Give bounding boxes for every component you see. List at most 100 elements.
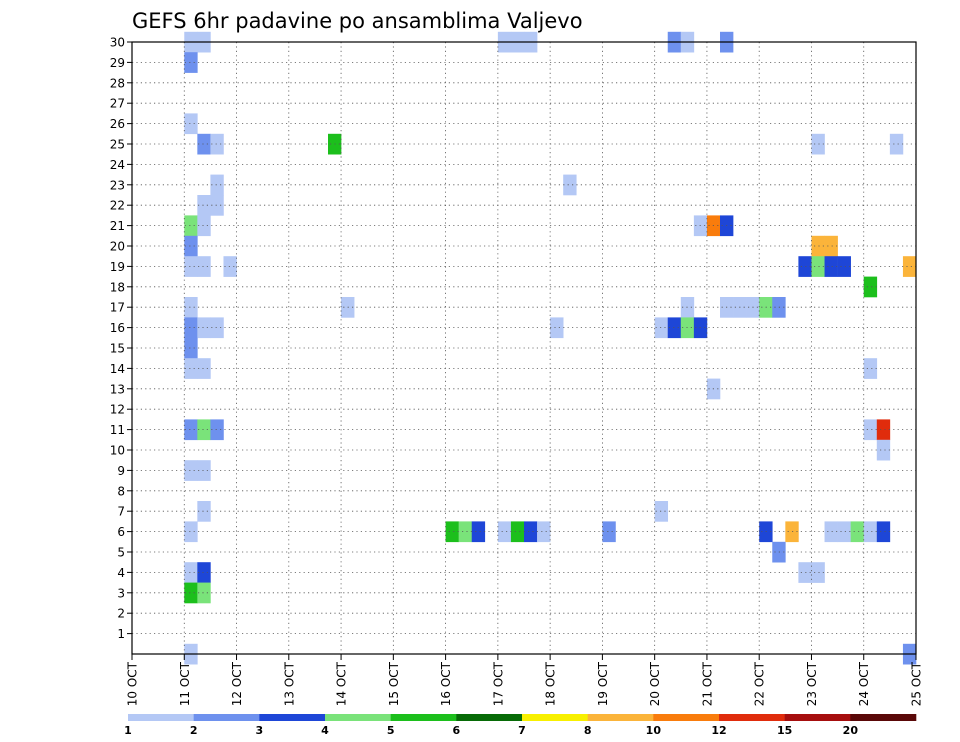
- precip-cell: [876, 521, 891, 543]
- colorbar-label: 8: [584, 724, 592, 737]
- x-tick-label: 16 OCT: [439, 661, 453, 706]
- y-tick-label: 11: [110, 423, 125, 437]
- colorbar-swatch: [325, 714, 391, 721]
- precip-cell: [197, 582, 211, 604]
- precip-cell: [563, 174, 577, 196]
- precip-cell: [876, 419, 891, 441]
- precip-cell: [876, 439, 891, 461]
- y-tick-label: 29: [110, 56, 125, 70]
- precip-cell: [837, 521, 851, 543]
- colorbar-label: 1: [124, 724, 132, 737]
- colorbar-swatch: [719, 714, 785, 721]
- x-tick-label: 17 OCT: [491, 661, 505, 706]
- precip-cell: [184, 113, 198, 135]
- y-tick-label: 22: [110, 199, 125, 213]
- y-tick-label: 1: [117, 627, 125, 641]
- precip-cell: [824, 521, 838, 543]
- colorbar-swatch: [259, 714, 326, 721]
- y-tick-label: 14: [110, 362, 125, 376]
- precip-cell: [197, 358, 211, 379]
- colorbar-label: 5: [387, 724, 395, 737]
- precip-cell: [524, 521, 538, 543]
- y-tick-label: 4: [117, 566, 125, 580]
- precip-cell: [184, 562, 198, 583]
- precip-cell: [184, 256, 198, 277]
- colorbar-swatch: [653, 714, 720, 721]
- x-tick-label: 13 OCT: [282, 661, 296, 706]
- precip-cell: [197, 195, 211, 216]
- colorbar-swatch: [193, 714, 260, 721]
- y-tick-label: 13: [110, 382, 125, 396]
- precip-cell: [798, 256, 812, 277]
- precip-cell: [184, 215, 198, 237]
- precip-cell: [889, 133, 904, 155]
- y-tick-label: 19: [110, 260, 125, 274]
- precip-cell: [197, 460, 211, 481]
- colorbar-swatch: [587, 714, 654, 721]
- y-tick-label: 8: [117, 484, 125, 498]
- colorbar-label: 20: [843, 724, 859, 737]
- precip-cell: [210, 174, 224, 196]
- precip-cell: [197, 419, 211, 441]
- x-tick-label: 24 OCT: [857, 661, 871, 706]
- precip-cell: [445, 521, 459, 543]
- x-tick-label: 20 OCT: [648, 661, 662, 706]
- precip-cell: [537, 521, 551, 543]
- y-tick-label: 15: [110, 342, 125, 356]
- precip-cell: [184, 52, 198, 73]
- precip-cell: [223, 256, 237, 277]
- precip-cell: [811, 133, 825, 155]
- plot-area: 1234567891011121314151617181920212223242…: [110, 31, 924, 706]
- x-tick-label: 25 OCT: [910, 661, 924, 706]
- y-tick-label: 25: [110, 138, 125, 152]
- y-tick-label: 18: [110, 280, 125, 294]
- precip-cell: [654, 501, 669, 522]
- precip-cell: [497, 521, 512, 543]
- chart-title: GEFS 6hr padavine po ansamblima Valjevo: [132, 9, 583, 33]
- x-tick-label: 21 OCT: [700, 661, 714, 706]
- precip-cell: [458, 521, 473, 543]
- precip-cell: [184, 419, 198, 441]
- x-tick-label: 23 OCT: [805, 661, 819, 706]
- precip-cell: [863, 419, 878, 441]
- y-tick-label: 6: [117, 525, 125, 539]
- precip-cell: [824, 256, 838, 277]
- colorbar-swatch: [390, 714, 457, 721]
- colorbar-label: 15: [777, 724, 792, 737]
- precip-cell: [197, 215, 211, 237]
- precip-cell: [863, 358, 878, 379]
- precip-cell: [667, 317, 682, 339]
- precip-cell: [197, 562, 211, 583]
- precip-cell: [184, 521, 198, 543]
- y-tick-label: 26: [110, 117, 125, 131]
- x-tick-label: 19 OCT: [596, 661, 610, 706]
- colorbar-label: 12: [711, 724, 726, 737]
- precip-cell: [184, 337, 198, 359]
- precip-cell: [184, 582, 198, 604]
- colorbar-label: 2: [190, 724, 198, 737]
- precip-cell: [197, 317, 211, 339]
- precip-cell: [184, 358, 198, 379]
- precip-cell: [510, 521, 525, 543]
- colorbar-swatch: [850, 714, 917, 721]
- precip-cell: [184, 297, 198, 318]
- y-tick-label: 12: [110, 403, 125, 417]
- y-tick-label: 3: [117, 586, 125, 600]
- precip-cell: [471, 521, 486, 543]
- precip-cell: [550, 317, 564, 339]
- colorbar-swatch: [522, 714, 588, 721]
- x-tick-label: 14 OCT: [335, 661, 349, 706]
- colorbar-label: 3: [256, 724, 264, 737]
- precip-cell: [197, 256, 211, 277]
- y-tick-label: 23: [110, 178, 125, 192]
- precip-cell: [210, 133, 224, 155]
- y-tick-label: 20: [110, 240, 125, 254]
- precip-cell: [197, 501, 211, 522]
- precip-cell: [902, 256, 917, 277]
- colorbar-swatch: [128, 714, 194, 721]
- precip-cell: [210, 195, 224, 216]
- precip-cell: [850, 521, 865, 543]
- x-tick-label: 15 OCT: [387, 661, 401, 706]
- precip-cell: [602, 521, 616, 543]
